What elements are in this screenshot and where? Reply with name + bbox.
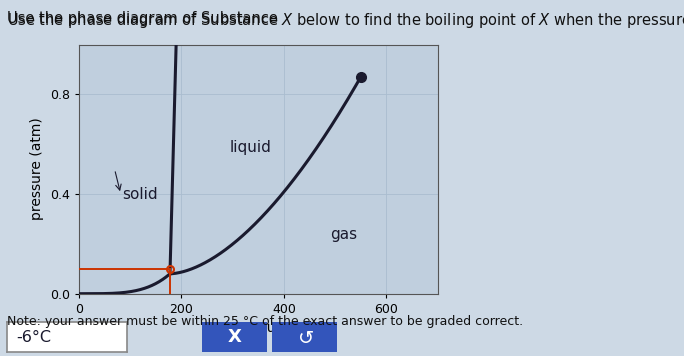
Text: liquid: liquid (230, 140, 272, 155)
Text: Use the phase diagram of Substance $X$ below to find the boiling point of $X$ wh: Use the phase diagram of Substance $X$ b… (7, 11, 684, 30)
Text: $\circlearrowleft$: $\circlearrowleft$ (294, 328, 315, 347)
Text: solid: solid (122, 187, 158, 202)
Y-axis label: pressure (atm): pressure (atm) (30, 118, 44, 220)
Text: gas: gas (330, 227, 357, 242)
Text: X: X (227, 328, 241, 346)
Text: -6°C: -6°C (16, 330, 51, 345)
Text: Note: your answer must be within 25 °C of the exact answer to be graded correct.: Note: your answer must be within 25 °C o… (7, 315, 523, 328)
Text: Use the phase diagram of Substance: Use the phase diagram of Substance (7, 11, 282, 26)
X-axis label: temperature (K): temperature (K) (202, 321, 314, 335)
